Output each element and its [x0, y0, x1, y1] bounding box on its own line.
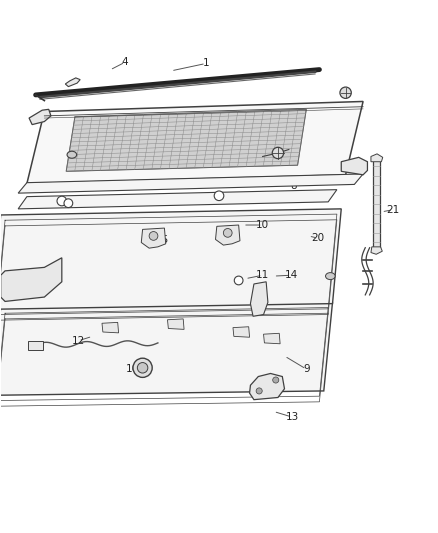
Polygon shape: [371, 247, 382, 254]
Polygon shape: [1, 258, 62, 302]
FancyBboxPatch shape: [28, 341, 43, 350]
Text: 20: 20: [311, 233, 324, 243]
Text: 21: 21: [386, 205, 399, 215]
Polygon shape: [141, 228, 166, 248]
Polygon shape: [0, 209, 341, 309]
Text: 11: 11: [79, 198, 92, 208]
Text: 8: 8: [290, 181, 297, 191]
Polygon shape: [341, 157, 367, 175]
Polygon shape: [18, 174, 363, 193]
Circle shape: [273, 377, 279, 383]
Polygon shape: [65, 78, 80, 87]
Polygon shape: [250, 374, 285, 400]
Polygon shape: [371, 154, 383, 161]
Text: 3: 3: [141, 115, 148, 125]
Circle shape: [214, 191, 224, 200]
Polygon shape: [215, 225, 240, 245]
Circle shape: [64, 199, 73, 207]
Text: 13: 13: [286, 412, 299, 422]
Circle shape: [223, 229, 232, 237]
Circle shape: [256, 388, 262, 394]
Circle shape: [234, 276, 243, 285]
Text: 16: 16: [126, 364, 139, 374]
Text: 10: 10: [256, 220, 269, 230]
Text: 15: 15: [155, 235, 169, 245]
Circle shape: [340, 87, 351, 99]
Text: 13: 13: [22, 277, 36, 287]
Polygon shape: [0, 302, 332, 395]
Circle shape: [57, 196, 67, 206]
Polygon shape: [29, 109, 51, 125]
Polygon shape: [264, 333, 280, 344]
Ellipse shape: [325, 272, 335, 280]
Text: 12: 12: [72, 336, 85, 346]
Polygon shape: [167, 319, 184, 329]
Polygon shape: [102, 322, 119, 333]
Text: 17: 17: [57, 157, 71, 167]
Polygon shape: [233, 327, 250, 337]
Polygon shape: [66, 109, 306, 171]
Circle shape: [138, 362, 148, 373]
Polygon shape: [373, 161, 380, 247]
Text: 14: 14: [284, 270, 298, 280]
Text: 4: 4: [277, 122, 283, 132]
Text: 8: 8: [69, 113, 76, 123]
Text: 9: 9: [303, 364, 310, 374]
Circle shape: [272, 147, 284, 159]
Polygon shape: [18, 190, 337, 209]
Ellipse shape: [67, 151, 77, 158]
Text: 4: 4: [122, 57, 128, 67]
Text: 1: 1: [203, 59, 209, 68]
Polygon shape: [27, 101, 363, 183]
Polygon shape: [251, 282, 268, 316]
Circle shape: [133, 358, 152, 377]
Text: 11: 11: [256, 270, 269, 280]
Text: 7: 7: [312, 148, 318, 158]
Circle shape: [149, 231, 158, 240]
